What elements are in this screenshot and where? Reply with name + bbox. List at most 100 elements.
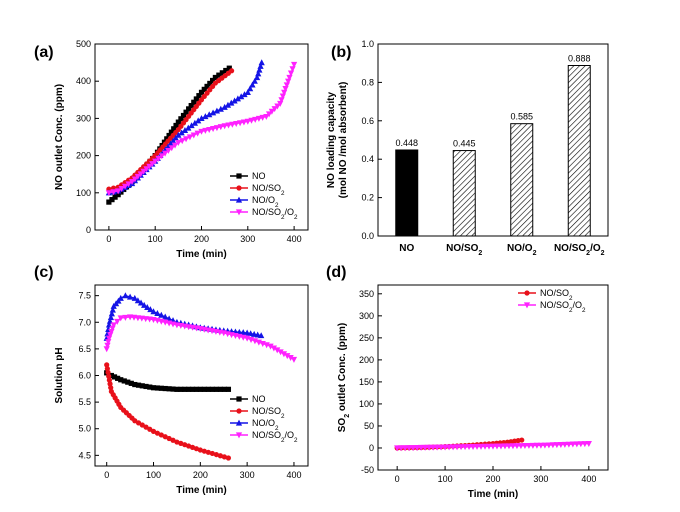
y-tick-label: -50 (361, 465, 374, 475)
data-point (128, 380, 134, 386)
data-point (217, 386, 223, 392)
data-point (414, 445, 421, 451)
y-tick-label: 7.5 (78, 291, 91, 301)
y-tick-label: 0.4 (361, 154, 374, 164)
data-point (226, 65, 232, 71)
legend-marker (236, 396, 242, 402)
data-point (128, 179, 136, 186)
data-point (525, 442, 533, 449)
legend-marker (235, 419, 243, 426)
y-tick-label: 0.8 (361, 77, 374, 87)
data-point (161, 150, 169, 157)
bar-value-label: 0.888 (568, 54, 591, 64)
data-point (118, 186, 125, 192)
data-point (132, 381, 138, 388)
data-point (175, 139, 182, 146)
data-point (114, 318, 121, 325)
data-point (481, 443, 489, 450)
data-point (168, 129, 175, 135)
data-point (253, 74, 261, 81)
data-point (216, 72, 222, 78)
data-point (577, 441, 584, 448)
x-tick-label: 200 (485, 474, 500, 484)
data-point (213, 386, 219, 392)
x-tick-label: 200 (193, 470, 208, 480)
data-point (280, 351, 288, 358)
data-point (517, 443, 525, 450)
y-axis-label-units: (mol NO /mol absorbent) (338, 82, 349, 199)
data-point (233, 121, 240, 127)
data-point (158, 432, 164, 438)
data-point (131, 294, 138, 301)
x-tick-label: 200 (194, 234, 209, 244)
x-tick-label: 100 (148, 234, 163, 244)
y-axis-label: Solution pH (54, 347, 65, 403)
data-point (115, 375, 121, 381)
data-point (445, 444, 453, 451)
legend-marker (523, 302, 531, 309)
data-point (219, 70, 225, 76)
data-point (565, 441, 572, 448)
data-point (251, 77, 258, 84)
y-tick-label: 400 (76, 76, 91, 86)
data-point (166, 435, 172, 442)
data-point (147, 306, 154, 313)
legend-marker (236, 185, 242, 191)
category-label: NO/O2 (507, 243, 537, 257)
panel-b-chart: 0.0 0.2 0.4 0.6 0.8 1.0 NO loading capacity (mo… (326, 39, 609, 257)
data-point (108, 372, 114, 379)
data-point (152, 158, 159, 165)
data-point (277, 349, 284, 356)
data-point (188, 102, 194, 109)
y-tick-label: 6.0 (78, 371, 91, 381)
data-point (189, 386, 196, 392)
data-point (107, 314, 115, 321)
y-tick-label: 5.0 (78, 424, 91, 434)
data-point (185, 124, 192, 131)
bar (510, 123, 534, 237)
data-point (489, 443, 497, 450)
data-point (150, 308, 157, 315)
y-axis-label: SO2 outlet Conc. (ppm) (337, 323, 351, 432)
data-point (155, 155, 162, 162)
data-point (193, 446, 200, 452)
data-point (258, 332, 265, 339)
data-point (265, 111, 273, 118)
data-point (246, 85, 254, 92)
data-point (241, 91, 248, 98)
data-point (234, 95, 242, 102)
data-point (168, 145, 175, 152)
data-point (529, 442, 537, 449)
data-point (110, 189, 117, 196)
series-line (106, 316, 295, 361)
data-point (457, 444, 465, 451)
data-point (274, 103, 281, 110)
data-point (210, 77, 216, 84)
data-point (557, 441, 565, 448)
data-point (186, 134, 194, 141)
data-point (162, 385, 168, 392)
legend-marker (235, 209, 243, 216)
data-point (118, 189, 124, 195)
y-tick-label: 300 (76, 113, 91, 123)
data-point (238, 93, 245, 100)
y-tick-label: 5.5 (78, 397, 91, 407)
data-point (290, 61, 298, 68)
data-point (147, 384, 153, 390)
legend-marker (236, 408, 242, 414)
y-tick-label: 1.0 (361, 39, 374, 49)
legend-label: NO/SO2/O2 (252, 430, 298, 444)
x-axis-label: Time (min) (468, 489, 518, 500)
data-point (493, 443, 501, 450)
data-point (143, 166, 150, 173)
data-point (194, 130, 201, 137)
y-tick-label: 0.2 (361, 193, 374, 203)
data-point (205, 449, 211, 455)
data-point (183, 109, 189, 115)
data-point (115, 192, 121, 198)
data-point (429, 444, 437, 451)
data-point (259, 114, 266, 121)
x-tick-label: 300 (240, 234, 255, 244)
data-point (182, 386, 188, 392)
data-point (154, 430, 161, 436)
